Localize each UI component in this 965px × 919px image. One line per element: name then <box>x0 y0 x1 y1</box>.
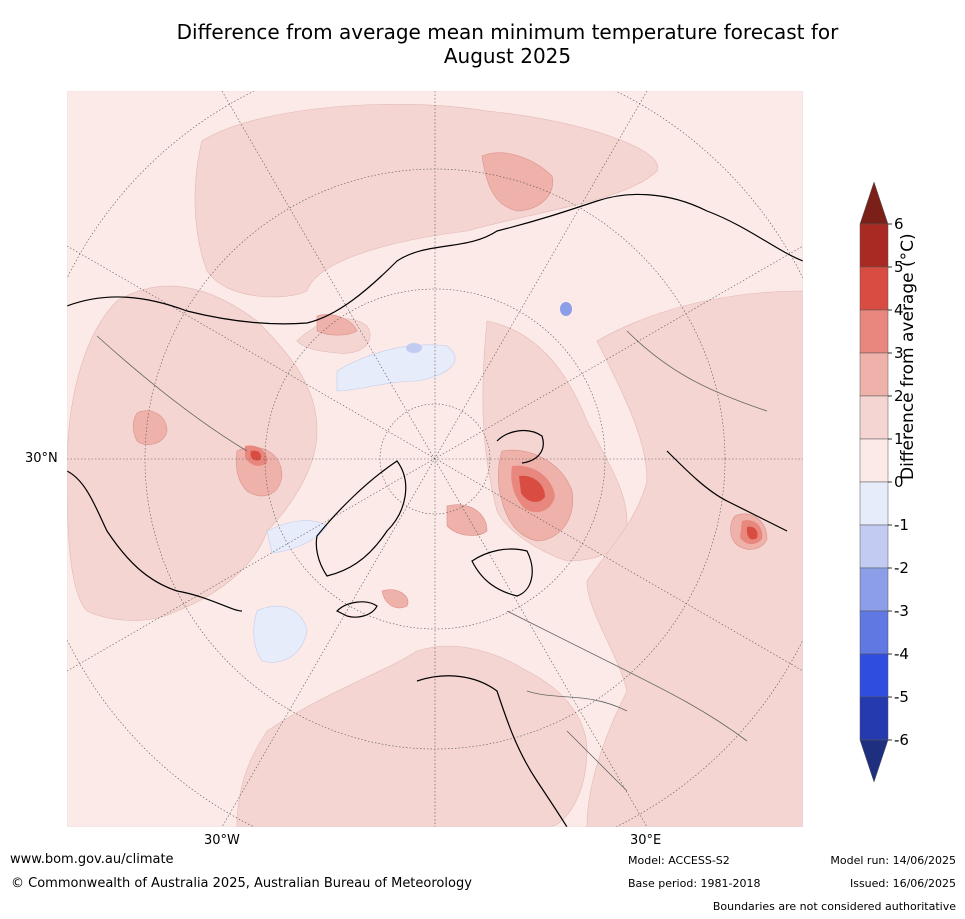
colorbar-tick-label: 6 <box>894 215 904 233</box>
colorbar-band-m1to0 <box>859 481 889 526</box>
colorbar-axis-label: Difference from average (°C) <box>898 233 918 480</box>
title-line-2: August 2025 <box>443 44 572 68</box>
colorbar-band-5to6 <box>859 223 889 268</box>
colorbar-tick-label: -6 <box>894 731 909 749</box>
anomaly-4to5-regions <box>250 450 758 540</box>
footer-model-run: Model run: 14/06/2025 <box>830 854 956 867</box>
colorbar-tick-label: 4 <box>894 301 904 319</box>
colorbar-tick-label: -3 <box>894 602 909 620</box>
footer-model: Model: ACCESS-S2 <box>628 854 730 867</box>
colorbar-tick-label: -4 <box>894 645 909 663</box>
colorbar-tick-label: 5 <box>894 258 904 276</box>
footer-url[interactable]: www.bom.gov.au/climate <box>10 852 174 867</box>
colorbar-tick-label: -5 <box>894 688 909 706</box>
colorbar-tick-label: 3 <box>894 344 904 362</box>
colorbar-tick-label: 0 <box>894 473 904 491</box>
country-borders <box>96 330 768 792</box>
colorbar-band-4to5 <box>859 266 889 311</box>
polar-map <box>67 91 803 827</box>
colorbar-tick-label: -1 <box>894 516 909 534</box>
colorbar-label-text: Difference from average ( <box>898 260 918 480</box>
colorbar-band-m6tom5 <box>859 696 889 741</box>
colorbar-tick-label: 1 <box>894 430 904 448</box>
colorbar-band-m2tom1 <box>859 524 889 569</box>
colorbar-tick-label: 2 <box>894 387 904 405</box>
colorbar-tick-label: -2 <box>894 559 909 577</box>
colorbar-band-m3tom2 <box>859 567 889 612</box>
colorbar-extend-top <box>859 181 889 225</box>
lat-label-30n: 30°N <box>25 451 58 466</box>
footer-copyright: © Commonwealth of Australia 2025, Austra… <box>11 876 472 891</box>
colorbar-band-3to4 <box>859 309 889 354</box>
colorbar-band-0to1 <box>859 438 889 483</box>
footer-boundaries: Boundaries are not considered authoritat… <box>712 900 956 913</box>
colorbar: 6 5 4 3 2 1 0 -1 -2 -3 -4 -5 -6 <box>859 181 909 783</box>
footer-issued: Issued: 16/06/2025 <box>849 877 956 890</box>
colorbar-band-m5tom4 <box>859 653 889 698</box>
title-line-1: Difference from average mean minimum tem… <box>176 20 839 44</box>
colorbar-band-m4tom3 <box>859 610 889 655</box>
graticule <box>67 91 803 827</box>
lon-label-30w: 30°W <box>204 833 240 848</box>
colorbar-label-unit: °C) <box>898 233 918 261</box>
footer-base-period: Base period: 1981-2018 <box>628 877 761 890</box>
anomaly-minus1-to-minus2 <box>406 302 572 353</box>
anomaly-1to2-regions <box>67 103 803 827</box>
lon-label-30e: 30°E <box>630 833 662 848</box>
colorbar-band-1to2 <box>859 395 889 440</box>
coastlines <box>67 193 803 827</box>
colorbar-extend-bottom <box>859 739 889 783</box>
anomaly-negative-regions <box>253 344 456 663</box>
colorbar-band-2to3 <box>859 352 889 397</box>
map-title: Difference from average mean minimum tem… <box>0 20 965 68</box>
